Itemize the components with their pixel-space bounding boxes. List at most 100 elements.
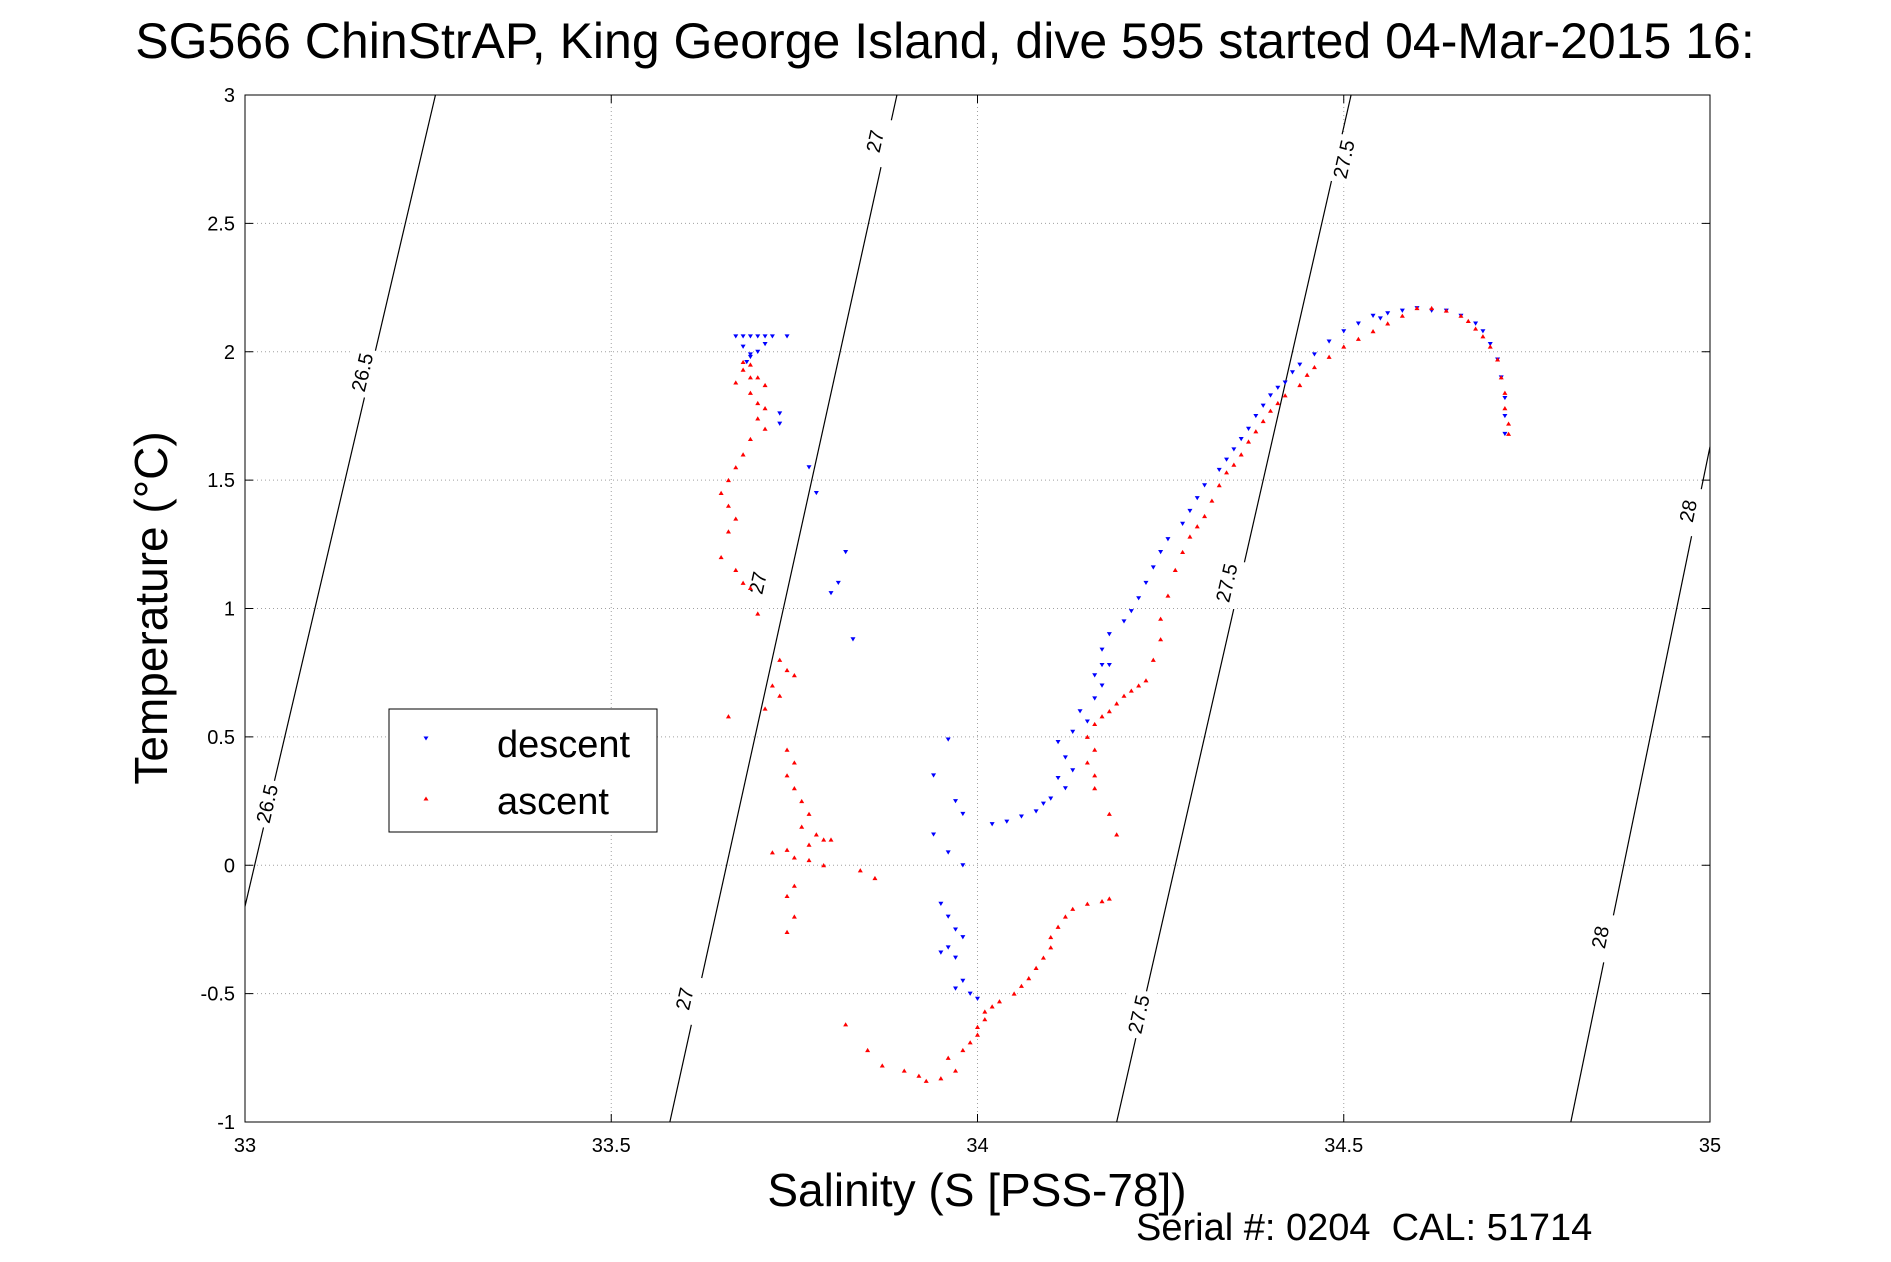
isopycnal-label-bg <box>1206 556 1247 610</box>
ascent-point <box>1297 382 1303 388</box>
isopycnal-label: 27 <box>672 986 698 1012</box>
ascent-point <box>733 380 739 385</box>
ascent-point <box>1231 462 1237 467</box>
descent-point <box>931 773 937 778</box>
descent-point <box>1158 550 1164 555</box>
descent-point <box>1033 809 1039 814</box>
ascent-point <box>996 999 1002 1004</box>
ascent-point <box>1106 896 1112 901</box>
descent-point <box>806 465 812 470</box>
ascent-point <box>747 375 753 380</box>
legend-descent-label: descent <box>497 724 631 766</box>
legend-ascent-label: ascent <box>497 781 609 823</box>
ascent-point <box>813 832 819 837</box>
descent-point <box>1099 683 1105 688</box>
y-tick-label: 1.5 <box>207 470 235 492</box>
ascent-point <box>1143 678 1149 683</box>
descent-point <box>777 421 783 426</box>
ascent-point <box>1465 318 1471 323</box>
descent-point <box>733 334 739 339</box>
descent-point <box>1062 755 1068 760</box>
isopycnal-label-bg <box>664 972 705 1026</box>
isopycnal-label-bg <box>855 114 895 168</box>
ascent-point <box>1268 408 1273 413</box>
ascent-point <box>1106 709 1112 714</box>
ascent-point <box>1224 470 1230 475</box>
y-tick-label: 0.5 <box>207 727 235 749</box>
ascent-point <box>1172 567 1178 572</box>
descent-point <box>813 490 819 496</box>
ascent-point <box>1048 945 1054 950</box>
ascent-point <box>1246 439 1252 444</box>
ascent-point <box>960 1047 966 1053</box>
y-tick-label: 1 <box>224 599 235 621</box>
ascent-point <box>1033 965 1039 970</box>
descent-point <box>1077 709 1083 714</box>
isopycnal-line <box>1570 446 1711 1123</box>
descent-point <box>1055 740 1061 745</box>
ascent-point <box>1355 336 1361 341</box>
serial-cal-info: Serial #: 0204 CAL: 51714 <box>1136 1207 1592 1249</box>
ascent-point <box>784 773 790 778</box>
descent-point <box>960 811 966 817</box>
y-tick-label: 2 <box>224 342 235 364</box>
data-points <box>718 305 1512 1083</box>
ascent-point <box>791 914 797 919</box>
y-tick-label: -0.5 <box>201 984 235 1006</box>
descent-point <box>1289 370 1295 375</box>
ascent-point <box>989 1004 995 1009</box>
ascent-point <box>784 667 790 673</box>
ticks: 33 33.5 34 34.5 35 -1 -0.5 0 0.5 1 1.5 2 2.5 3 <box>201 85 1722 1157</box>
ascent-point <box>747 585 753 590</box>
ascent-point <box>923 1078 929 1083</box>
legend-descent-marker <box>423 736 429 741</box>
descent-point <box>777 411 783 416</box>
descent-point <box>989 822 995 827</box>
x-tick-label: 34 <box>966 1135 988 1157</box>
ascent-point <box>1304 372 1310 377</box>
descent-point <box>747 354 753 360</box>
descent-point <box>1048 796 1054 801</box>
descent-point <box>769 334 775 339</box>
ascent-point <box>784 847 790 852</box>
ascent-point <box>1275 400 1281 406</box>
ascent-point <box>784 929 790 935</box>
ascent-point <box>718 490 724 495</box>
grid <box>245 95 1710 1122</box>
ascent-point <box>982 1017 988 1022</box>
ascent-point <box>1092 721 1098 727</box>
descent-point <box>975 996 980 1001</box>
isopycnal-label-bg <box>1668 484 1708 538</box>
isopycnal-label-bg <box>737 556 778 610</box>
descent-point <box>1084 719 1090 724</box>
ascent-point <box>1084 901 1090 906</box>
ascent-point <box>733 516 739 521</box>
descent-point <box>960 935 966 940</box>
ascent-point <box>1506 431 1512 436</box>
descent-point <box>1502 395 1508 401</box>
ascent-point <box>733 465 739 470</box>
ascent-point <box>1502 390 1508 395</box>
descent-point <box>843 550 849 555</box>
descent-point <box>835 580 841 586</box>
ascent-point <box>1099 898 1105 904</box>
ascent-point <box>1158 637 1164 642</box>
descent-point <box>967 991 973 996</box>
ascent-point <box>916 1073 922 1078</box>
ascent-point <box>762 706 768 711</box>
descent-point <box>828 591 834 596</box>
ascent-point <box>747 436 753 442</box>
ascent-point <box>1128 688 1134 693</box>
descent-point <box>1238 437 1244 442</box>
ascent-point <box>1136 683 1142 688</box>
ascent-point <box>769 683 775 688</box>
ascent-point <box>1070 906 1076 911</box>
descent-point <box>1246 426 1252 431</box>
ascent-point <box>740 580 746 585</box>
ascent-point <box>1194 524 1200 529</box>
descent-point <box>945 737 951 742</box>
ascent-point <box>725 529 731 534</box>
descent-point <box>1143 580 1149 586</box>
ascent-point <box>1121 693 1127 698</box>
